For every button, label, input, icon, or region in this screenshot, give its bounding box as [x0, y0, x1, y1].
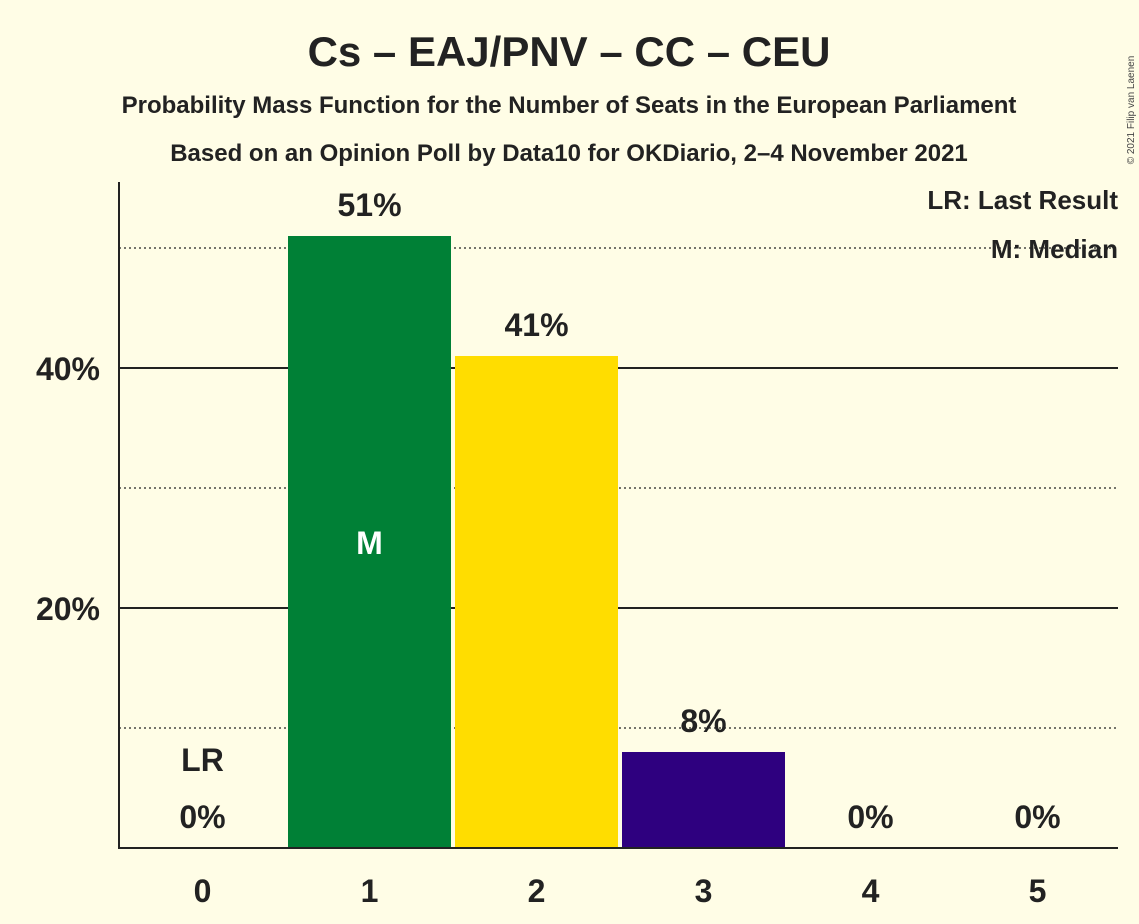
- x-tick-label: 5: [1029, 873, 1047, 909]
- chart-subtitle-source: Based on an Opinion Poll by Data10 for O…: [170, 140, 968, 167]
- bar-seats-1: [288, 236, 451, 848]
- chart-subtitle-method: Probability Mass Function for the Number…: [122, 92, 1017, 119]
- y-tick-label: 20%: [36, 591, 100, 627]
- x-tick-label: 0: [194, 873, 212, 909]
- value-label-seats-4: 0%: [847, 799, 893, 835]
- value-label-seats-0: 0%: [179, 799, 225, 835]
- y-tick-label: 40%: [36, 351, 100, 387]
- value-label-seats-5: 0%: [1014, 799, 1060, 835]
- value-label-seats-3: 8%: [680, 703, 726, 739]
- value-label-seats-2: 41%: [504, 307, 568, 343]
- value-label-seats-1: 51%: [337, 187, 401, 223]
- x-tick-label: 2: [528, 873, 546, 909]
- gridlines: [119, 247, 1118, 729]
- legend-last-result: LR: Last Result: [927, 185, 1118, 215]
- x-tick-label: 3: [695, 873, 713, 909]
- bars: [288, 236, 785, 848]
- bar-value-labels: 0% 51% 41% 8% 0% 0% LR M: [179, 187, 1060, 835]
- bar-seats-2: [455, 356, 618, 848]
- legend-median: M: Median: [991, 234, 1118, 264]
- x-tick-label: 4: [862, 873, 880, 909]
- axes: 20% 40% 0 1 2 3 4 5: [36, 182, 1118, 909]
- last-result-marker: LR: [181, 742, 224, 778]
- x-tick-label: 1: [361, 873, 379, 909]
- bar-seats-3: [622, 752, 785, 848]
- median-marker: M: [356, 525, 383, 561]
- chart-title: Cs – EAJ/PNV – CC – CEU: [308, 28, 831, 75]
- copyright-notice: © 2021 Filip van Laenen: [1126, 56, 1137, 165]
